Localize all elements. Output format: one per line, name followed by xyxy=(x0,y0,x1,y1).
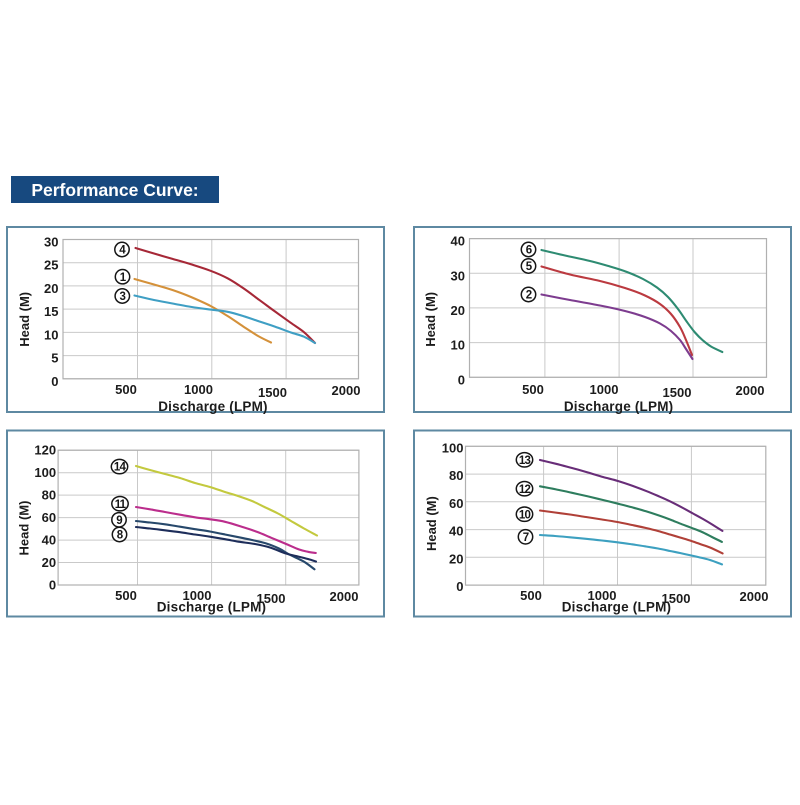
svg-text:100: 100 xyxy=(442,440,464,455)
svg-text:12: 12 xyxy=(519,484,531,496)
svg-text:Discharge (LPM): Discharge (LPM) xyxy=(157,600,267,615)
svg-text:30: 30 xyxy=(44,235,58,250)
svg-text:40: 40 xyxy=(449,524,463,539)
svg-text:5: 5 xyxy=(51,351,58,366)
svg-text:13: 13 xyxy=(519,455,531,467)
svg-text:20: 20 xyxy=(42,555,56,570)
svg-text:Head (M): Head (M) xyxy=(17,292,32,347)
svg-text:20: 20 xyxy=(44,281,58,296)
svg-text:1000: 1000 xyxy=(590,382,619,397)
svg-text:1500: 1500 xyxy=(663,385,692,400)
svg-text:120: 120 xyxy=(34,443,56,458)
svg-text:0: 0 xyxy=(51,374,58,389)
svg-text:Discharge (LPM): Discharge (LPM) xyxy=(564,399,674,414)
svg-text:1500: 1500 xyxy=(662,591,691,606)
svg-text:80: 80 xyxy=(42,488,56,503)
svg-text:500: 500 xyxy=(522,382,544,397)
svg-text:Head (M): Head (M) xyxy=(17,501,32,556)
svg-text:2000: 2000 xyxy=(332,383,361,398)
svg-text:10: 10 xyxy=(44,327,58,342)
svg-text:1000: 1000 xyxy=(184,382,213,397)
svg-text:1500: 1500 xyxy=(258,385,287,400)
svg-text:0: 0 xyxy=(49,578,56,593)
svg-text:0: 0 xyxy=(458,372,465,387)
svg-text:500: 500 xyxy=(115,588,137,603)
svg-text:10: 10 xyxy=(519,509,531,521)
svg-text:500: 500 xyxy=(520,588,542,603)
svg-text:3: 3 xyxy=(119,291,125,303)
svg-text:1: 1 xyxy=(120,272,127,284)
svg-text:1500: 1500 xyxy=(257,591,286,606)
svg-text:20: 20 xyxy=(449,551,463,566)
svg-text:80: 80 xyxy=(449,468,463,483)
svg-text:7: 7 xyxy=(523,532,529,544)
svg-text:11: 11 xyxy=(115,499,127,511)
svg-text:1000: 1000 xyxy=(588,588,617,603)
svg-text:Discharge (LPM): Discharge (LPM) xyxy=(158,399,268,414)
svg-text:Performance Curve:: Performance Curve: xyxy=(31,180,198,200)
svg-text:Discharge (LPM): Discharge (LPM) xyxy=(562,600,672,615)
svg-text:60: 60 xyxy=(42,510,56,525)
svg-text:40: 40 xyxy=(451,234,465,249)
svg-text:100: 100 xyxy=(34,465,56,480)
svg-text:8: 8 xyxy=(117,530,124,542)
svg-text:1000: 1000 xyxy=(183,588,212,603)
svg-text:Head (M): Head (M) xyxy=(424,496,439,551)
svg-text:14: 14 xyxy=(114,462,127,474)
svg-text:60: 60 xyxy=(449,496,463,511)
svg-text:2: 2 xyxy=(526,290,532,302)
svg-text:40: 40 xyxy=(42,533,56,548)
svg-text:5: 5 xyxy=(526,261,533,273)
svg-text:2000: 2000 xyxy=(740,589,769,604)
svg-text:25: 25 xyxy=(44,258,58,273)
svg-text:0: 0 xyxy=(456,579,463,594)
svg-text:20: 20 xyxy=(451,303,465,318)
svg-text:Head (M): Head (M) xyxy=(423,292,438,347)
svg-text:500: 500 xyxy=(115,382,137,397)
svg-text:4: 4 xyxy=(119,245,126,257)
svg-text:6: 6 xyxy=(526,245,532,257)
svg-text:2000: 2000 xyxy=(330,589,359,604)
svg-text:2000: 2000 xyxy=(736,383,765,398)
svg-text:15: 15 xyxy=(44,304,58,319)
svg-text:9: 9 xyxy=(116,515,122,527)
svg-text:30: 30 xyxy=(451,268,465,283)
svg-text:10: 10 xyxy=(451,338,465,353)
